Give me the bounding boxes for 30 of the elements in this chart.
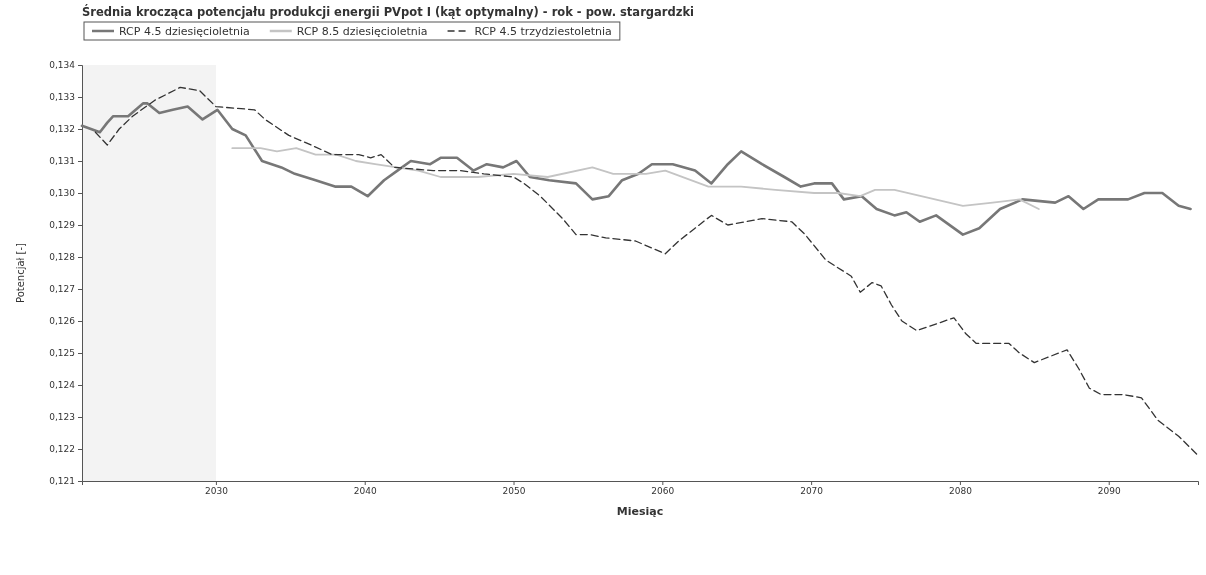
y-tick-label: 0,122	[49, 444, 75, 455]
y-tick-label: 0,124	[49, 380, 76, 391]
x-axis-title: Miesiąc	[616, 505, 664, 518]
y-tick-label: 0,131	[49, 156, 75, 167]
y-tick-label: 0,123	[49, 412, 75, 423]
x-tick-label: 2040	[353, 486, 377, 497]
y-tick-label: 0,127	[49, 284, 75, 295]
x-tick-label: 2060	[651, 486, 675, 497]
y-tick-label: 0,125	[49, 348, 75, 359]
legend-label: RCP 4.5 trzydziestoletnia	[474, 25, 612, 38]
legend-label: RCP 4.5 dziesięcioletnia	[119, 25, 250, 38]
y-tick-label: 0,129	[49, 220, 76, 231]
y-tick-label: 0,132	[49, 124, 75, 135]
x-tick-label: 2070	[800, 486, 824, 497]
y-tick-label: 0,134	[49, 60, 76, 71]
line-series	[231, 147, 1040, 210]
x-tick-label: 2030	[204, 486, 229, 497]
y-tick-label: 0,133	[49, 92, 75, 103]
chart-title: Średnia krocząca potencjału produkcji energii PVpot I (kąt optymalny) - rok - pow. stargardzki	[82, 4, 694, 19]
y-tick-label: 0,121	[49, 476, 75, 487]
y-tick-label: 0,128	[49, 252, 76, 263]
legend-label: RCP 8.5 dziesięcioletnia	[296, 25, 428, 38]
x-tick-label: 2080	[948, 486, 973, 497]
y-axis-title: Potencjał [-]	[15, 242, 26, 304]
line-series	[94, 86, 1199, 457]
x-tick-label: 2090	[1097, 486, 1121, 497]
x-tick-label: 2050	[502, 486, 526, 497]
line-series	[80, 102, 1192, 236]
y-tick-label: 0,126	[49, 316, 76, 327]
y-tick-label: 0,130	[49, 188, 76, 199]
